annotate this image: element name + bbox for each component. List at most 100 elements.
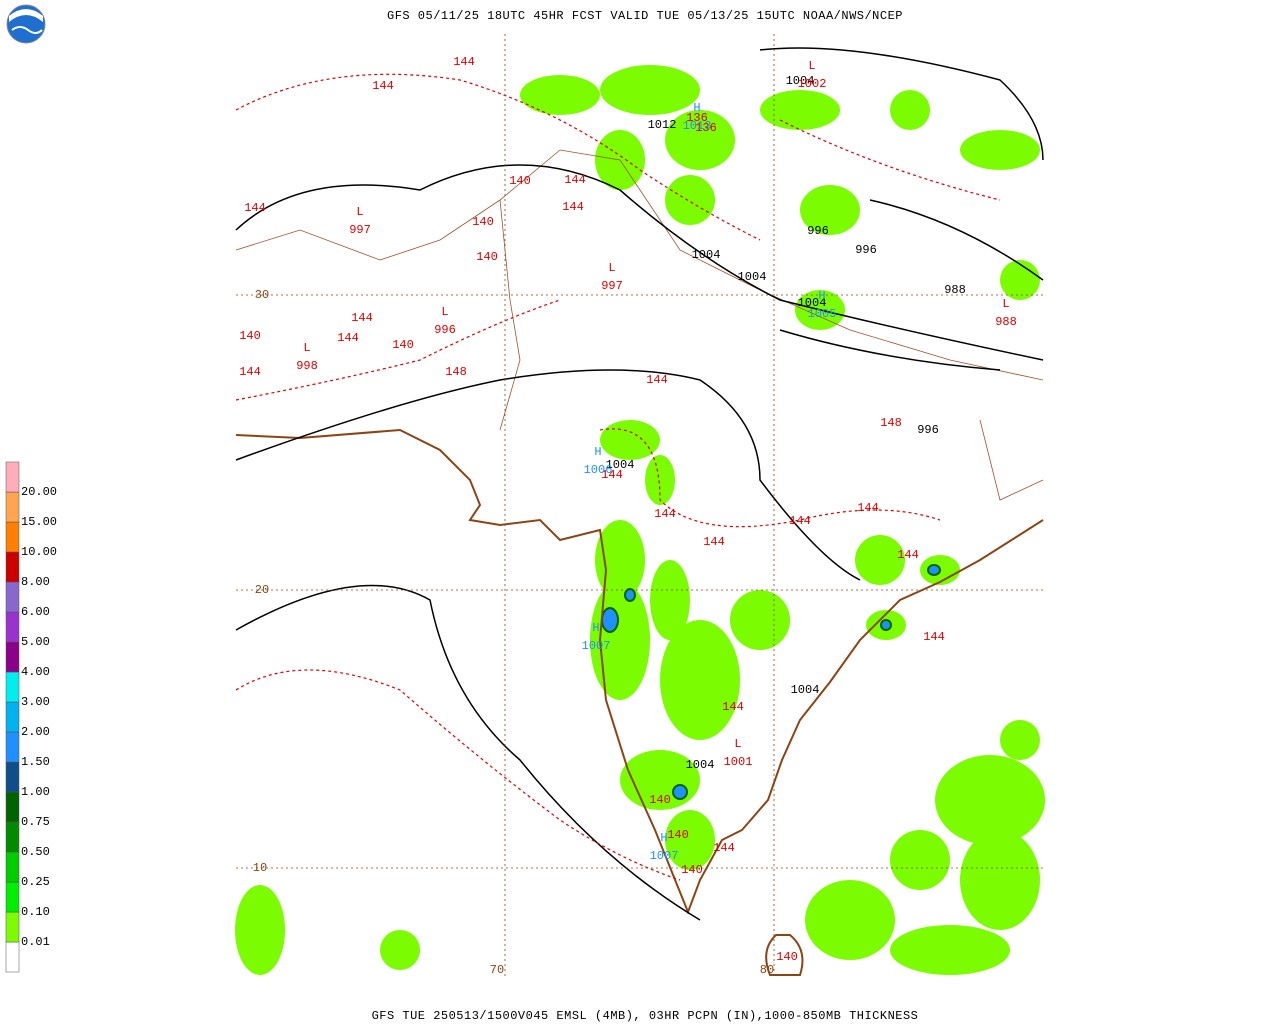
precip-area [520,75,600,115]
thickness-label: 144 [703,535,725,549]
thickness-label: 140 [649,793,671,807]
map-title: GFS 05/11/25 18UTC 45HR FCST VALID TUE 0… [387,9,903,23]
precip-area [235,885,285,975]
center-symbol: H [693,101,700,115]
thickness-label: 144 [351,311,373,325]
legend-label: 4.00 [21,665,50,679]
legend-swatch [5,791,20,823]
precip-area [800,185,860,235]
thickness-label: 144 [244,201,266,215]
thickness-label: 144 [453,55,475,69]
center-symbol: L [608,261,615,275]
lat-label: 20 [255,583,269,597]
isobars [235,47,1044,921]
thickness-label: 144 [337,331,359,345]
isobar-label: 1012 [648,118,677,132]
legend-label: 8.00 [21,575,50,589]
legend-swatch [5,461,20,493]
center-symbol: H [592,621,599,635]
legend-label: 10.00 [21,545,57,559]
thickness-label: 140 [476,250,498,264]
precip-area [890,830,950,890]
precip-area [805,880,895,960]
thickness-label: 140 [509,174,531,188]
thickness-label: 144 [372,79,394,93]
precip-core [672,784,688,800]
precip-area [960,130,1040,170]
thickness-label: 140 [776,950,798,964]
precip-area [890,925,1010,975]
isobar-label: 1004 [692,248,721,262]
isobar-label: 1004 [686,758,715,772]
thickness-label: 144 [897,548,919,562]
thickness-label: 144 [562,200,584,214]
center-symbol: L [441,305,448,319]
lon-label: 70 [490,963,504,977]
legend-swatch [5,911,20,943]
legend-swatch [5,671,20,703]
isobar-label: 1004 [606,458,635,472]
legend-label: 5.00 [21,635,50,649]
thickness-label: 144 [601,468,623,482]
thickness-label: 140 [239,329,261,343]
thickness-label: 144 [857,501,879,515]
precip-area [760,90,840,130]
legend-label: 1.50 [21,755,50,769]
precip-area [595,520,645,600]
center-value: 1001 [724,755,753,769]
thickness-label: 144 [722,700,744,714]
center-value: 996 [434,323,456,337]
legend-label: 20.00 [21,485,57,499]
legend-swatch [5,851,20,883]
isobar-label: 1004 [786,74,815,88]
precip-area [855,535,905,585]
legend-label: 6.00 [21,605,50,619]
lon-label: 80 [760,963,774,977]
legend-label: 0.75 [21,815,50,829]
center-symbol: L [356,205,363,219]
precip-core [624,588,636,602]
thickness-label: 144 [923,630,945,644]
thickness-label: 144 [713,841,735,855]
thickness-label: 136 [695,121,717,135]
center-value: 997 [349,223,371,237]
thickness-label: 140 [667,828,689,842]
legend-swatch [5,611,20,643]
legend-swatch [5,731,20,763]
thickness-label: 140 [392,338,414,352]
precip-core [880,619,892,631]
precip-area [730,590,790,650]
precip-area [1000,720,1040,760]
precip-area [665,175,715,225]
isobar-label: 988 [944,283,966,297]
center-value: 1002 [798,77,827,91]
thickness-label: 144 [239,365,261,379]
legend-label: 15.00 [21,515,57,529]
legend-swatch [5,551,20,583]
coastline [235,428,1044,976]
lat-label: 30 [255,288,269,302]
center-value: 988 [995,315,1017,329]
center-value: 997 [601,279,623,293]
thickness-contours [235,73,1001,881]
precip-core [927,564,941,576]
map-labels: 30 20 10 70 80 1004 1012 996 996 1004 1004 988 1004 9… [239,55,1017,977]
center-value: 998 [296,359,318,373]
map-footer: GFS TUE 250513/1500V045 EMSL (4MB), 03HR… [372,1009,919,1023]
precip-area [650,560,690,640]
legend-swatch [5,701,20,733]
precip-area [935,755,1045,845]
legend-label: 1.00 [21,785,50,799]
thickness-label: 144 [564,173,586,187]
legend-swatch [5,491,20,523]
precip-area [665,810,715,870]
precip-core [601,607,619,633]
legend-swatch [5,941,20,973]
center-symbol: H [594,445,601,459]
center-value: 1007 [650,849,679,863]
isobar-label: 996 [917,423,939,437]
precip-area [890,90,930,130]
center-value: 1006 [584,463,613,477]
precip-area [600,420,660,460]
